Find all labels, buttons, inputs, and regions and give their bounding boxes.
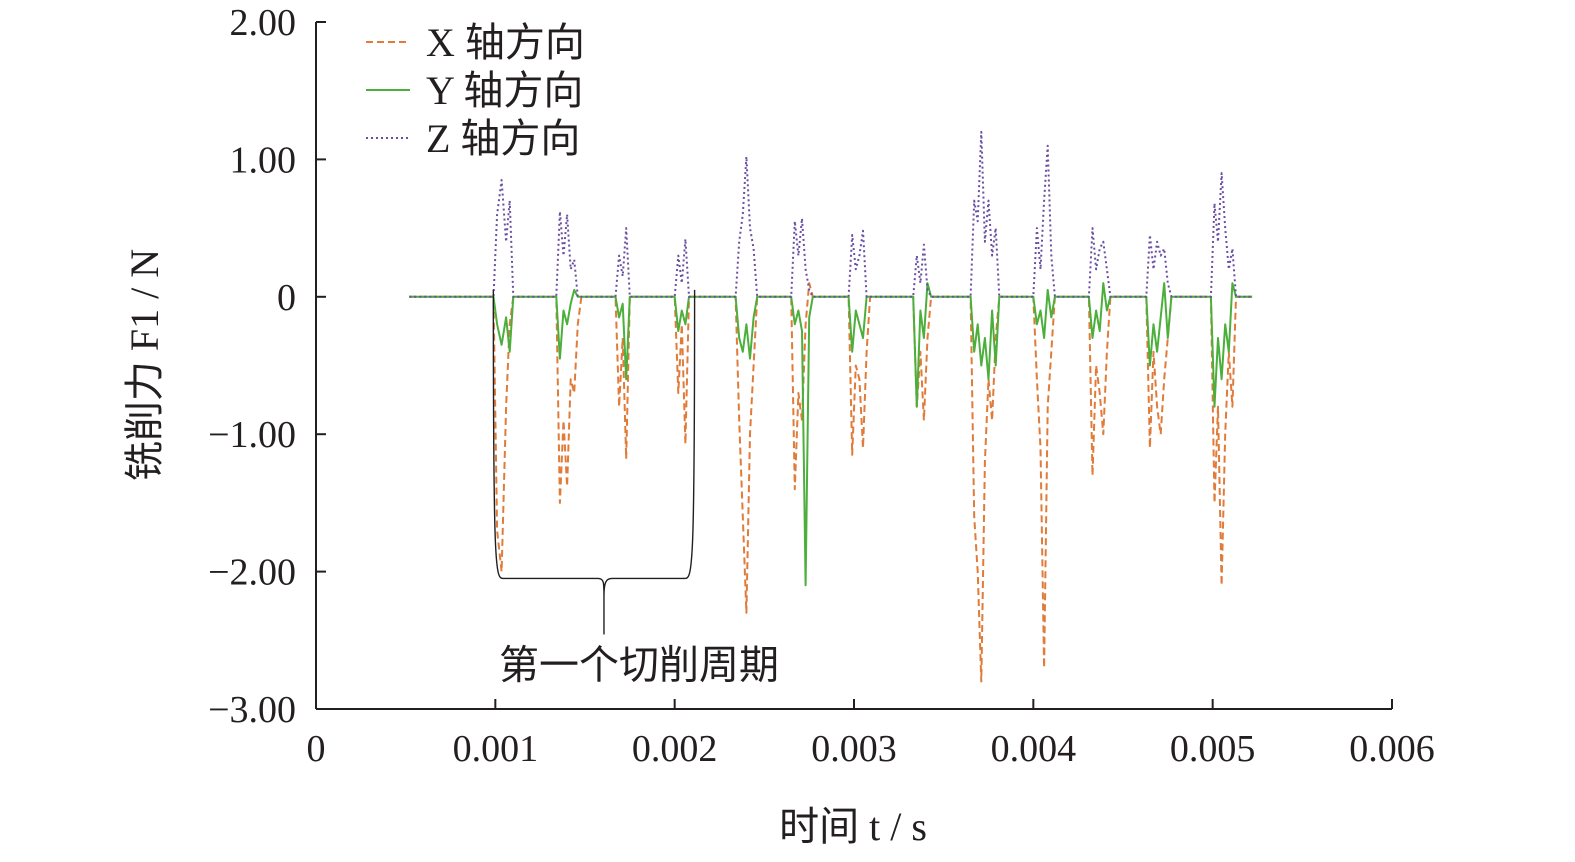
series-line-y xyxy=(409,282,1253,587)
y-tick-label: −2.00 xyxy=(208,552,296,594)
annotation-bracket xyxy=(492,289,696,635)
x-axis-title: 时间 t / s xyxy=(779,804,927,849)
x-tick-label: 0.001 xyxy=(453,728,539,770)
y-tick-label: 0 xyxy=(277,277,296,319)
x-tick-label: 0.005 xyxy=(1170,728,1256,770)
tick-labels: 0 0.001 0.002 0.003 0.004 0.005 0.006 2.00 1.00 0… xyxy=(208,2,1435,770)
annotation: 第一个切削周期 xyxy=(492,289,779,687)
legend-label-y: Y 轴方向 xyxy=(426,68,583,113)
legend-label-x: X 轴方向 xyxy=(426,20,585,65)
series-layer xyxy=(409,130,1253,683)
x-tick-label: 0 xyxy=(307,728,326,770)
y-axis-title: 铣削力 F1 / N xyxy=(122,249,167,481)
x-tick-label: 0.004 xyxy=(991,728,1077,770)
ticks xyxy=(315,21,1393,710)
y-tick-label: −3.00 xyxy=(208,689,296,731)
y-tick-label: 1.00 xyxy=(230,139,297,181)
series-line-x xyxy=(409,282,1253,683)
y-tick-label: 2.00 xyxy=(230,2,297,44)
x-tick-label: 0.006 xyxy=(1349,728,1435,770)
x-tick-label: 0.003 xyxy=(811,728,897,770)
annotation-label: 第一个切削周期 xyxy=(499,642,779,687)
legend-label-z: Z 轴方向 xyxy=(426,116,580,161)
x-tick-label: 0.002 xyxy=(632,728,718,770)
y-tick-label: −1.00 xyxy=(208,414,296,456)
